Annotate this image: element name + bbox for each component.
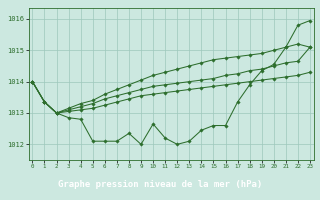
Text: Graphe pression niveau de la mer (hPa): Graphe pression niveau de la mer (hPa) bbox=[58, 180, 262, 189]
